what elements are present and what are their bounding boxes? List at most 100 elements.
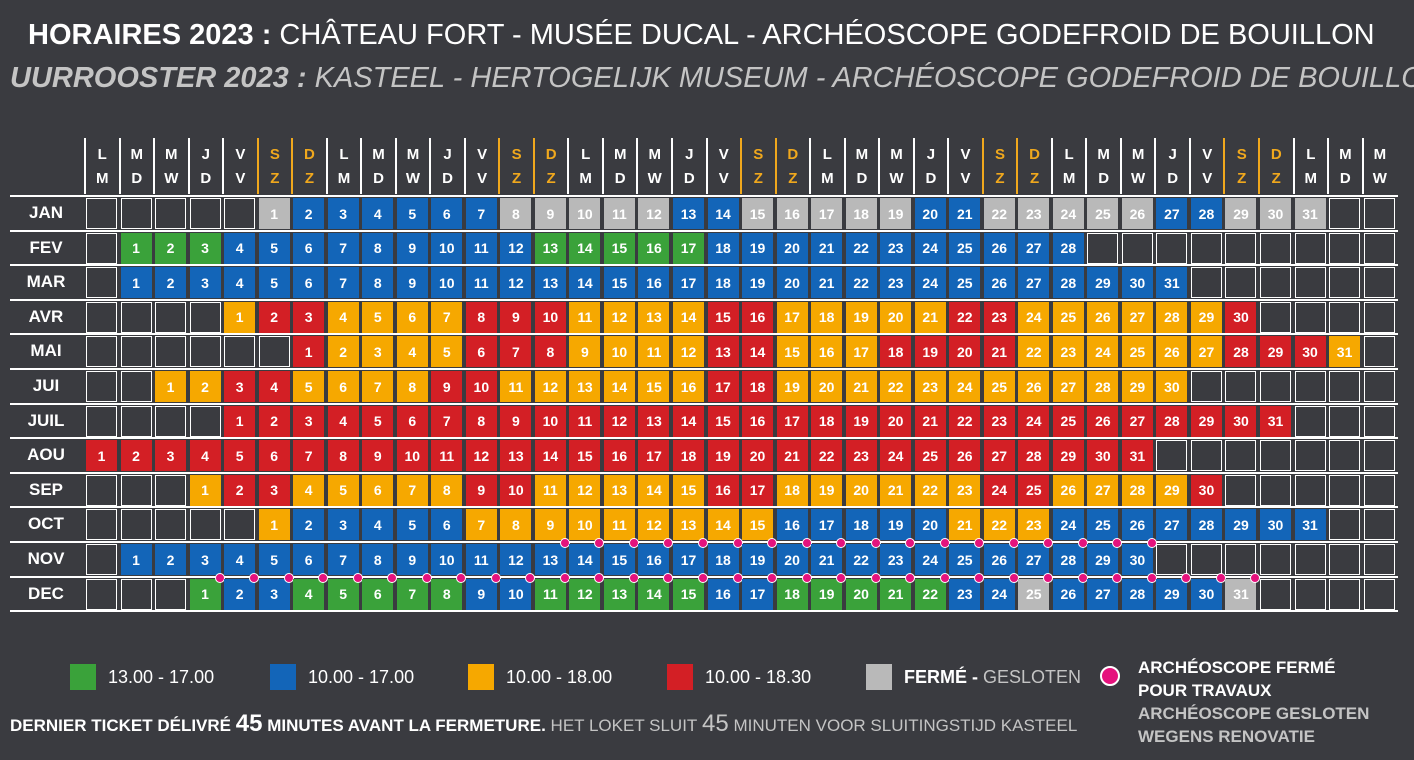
day-cell: 2 — [155, 544, 187, 575]
row-divider — [10, 471, 1398, 474]
day-cell: 27 — [1052, 371, 1084, 402]
empty-cell — [1260, 301, 1292, 333]
day-cell: 24 — [1018, 301, 1050, 333]
day-cell: 6 — [327, 371, 359, 402]
day-cell: 17 — [638, 440, 670, 472]
empty-cell — [1329, 198, 1361, 229]
day-cell: 21 — [914, 301, 946, 333]
legend-label-blue: 10.00 - 17.00 — [308, 666, 415, 687]
day-cell: 13 — [707, 336, 739, 368]
day-cell: 6 — [293, 232, 325, 264]
day-cell: 3 — [224, 371, 256, 402]
day-cell: 15 — [707, 301, 739, 333]
day-cell: 11 — [534, 474, 566, 506]
day-cell: 12 — [500, 232, 532, 264]
day-cell: 24 — [1018, 405, 1050, 437]
weekday-nl: W — [1372, 169, 1387, 187]
empty-cell — [1225, 474, 1257, 506]
day-cell: 19 — [811, 578, 843, 610]
empty-cell — [1260, 267, 1292, 299]
day-cell: 19 — [914, 336, 946, 368]
day-cell: 9 — [534, 198, 566, 229]
day-cell: 10 — [569, 509, 601, 541]
weekday-nl: D — [131, 169, 143, 187]
empty-cell — [1121, 232, 1153, 264]
legend-swatch-red — [667, 664, 693, 690]
empty-cell — [120, 301, 152, 333]
day-cell: 9 — [396, 544, 428, 575]
weekday-nl: Z — [1029, 169, 1040, 187]
empty-cell — [1190, 267, 1222, 299]
day-cell: 20 — [776, 232, 808, 264]
weekday-nl: M — [1304, 169, 1318, 187]
title-rest: CHÂTEAU FORT - MUSÉE DUCAL - ARCHÉOSCOPE… — [279, 19, 1375, 51]
day-cell: 2 — [258, 301, 290, 333]
day-cell: 25 — [914, 440, 946, 472]
day-cell: 9 — [465, 474, 497, 506]
day-cell: 14 — [603, 371, 635, 402]
day-cell: 13 — [534, 232, 566, 264]
empty-cell — [1225, 440, 1257, 472]
legend-swatch-orange — [468, 664, 494, 690]
weekday-fr: J — [685, 145, 694, 163]
archeoscope-closed-dot — [939, 538, 950, 548]
archeo-fr-line-1: ARCHÉOSCOPE FERMÉ — [1138, 658, 1336, 677]
month-label: MAR — [26, 272, 66, 292]
day-cell: 16 — [707, 474, 739, 506]
day-cell: 15 — [638, 371, 670, 402]
day-cell: 2 — [189, 371, 221, 402]
day-cell: 13 — [673, 198, 704, 229]
weekday-nl: D — [200, 169, 212, 187]
day-cell: 26 — [949, 440, 981, 472]
weekday-nl: D — [614, 169, 626, 187]
footer-num-2: 45 — [702, 710, 729, 737]
day-cell: 2 — [155, 267, 187, 299]
month-label: DEC — [28, 583, 64, 603]
weekday-nl: D — [442, 169, 453, 187]
weekday-nl: Z — [1271, 169, 1281, 187]
day-cell: 11 — [465, 267, 497, 299]
day-cell: 5 — [327, 578, 359, 610]
day-cell: 4 — [293, 578, 325, 610]
day-cell: 18 — [707, 232, 739, 264]
day-cell: 13 — [603, 474, 635, 506]
day-cell: 13 — [569, 371, 601, 402]
weekday-nl: W — [164, 169, 179, 187]
weekday-nl: W — [889, 169, 904, 187]
day-cell: 5 — [258, 544, 290, 575]
archeoscope-closed-dot — [767, 538, 778, 548]
empty-cell — [1329, 301, 1361, 333]
day-cell: 1 — [258, 509, 290, 541]
empty-cell — [1363, 371, 1395, 402]
day-cell: 15 — [707, 405, 739, 437]
day-cell: 8 — [431, 474, 463, 506]
weekday-fr: M — [890, 145, 903, 163]
day-cell: 12 — [638, 198, 670, 229]
day-cell: 17 — [811, 198, 843, 229]
day-cell: 7 — [465, 198, 497, 229]
day-cell: 27 — [1121, 301, 1153, 333]
day-cell: 4 — [327, 405, 359, 437]
empty-cell — [1294, 544, 1326, 575]
day-cell: 7 — [500, 336, 532, 368]
weekday-fr: M — [1097, 145, 1110, 163]
day-cell: 18 — [880, 336, 912, 368]
day-cell: 22 — [1018, 336, 1050, 368]
empty-cell — [86, 371, 117, 402]
day-cell: 29 — [1260, 336, 1292, 368]
day-cell: 8 — [362, 232, 394, 264]
archeoscope-closed-dot — [1146, 572, 1157, 583]
day-cell: 1 — [224, 405, 256, 437]
day-cell: 11 — [500, 371, 532, 402]
day-cell: 27 — [983, 440, 1015, 472]
empty-cell — [1294, 232, 1326, 264]
weekday-nl: V — [1202, 169, 1213, 187]
empty-cell — [1329, 509, 1361, 541]
day-cell: 6 — [431, 509, 463, 541]
